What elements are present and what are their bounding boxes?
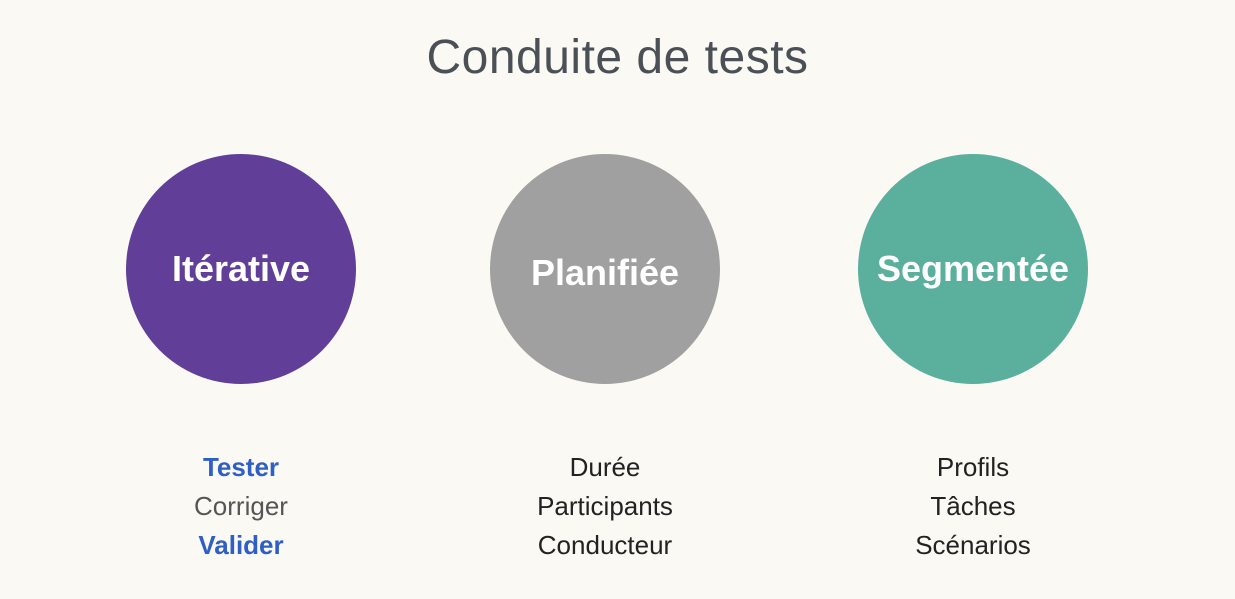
iterative-list: Tester Corriger Valider bbox=[111, 448, 371, 565]
planned-list: Durée Participants Conducteur bbox=[475, 448, 735, 565]
list-item-tester: Tester bbox=[202, 452, 280, 482]
segmented-circle-label: Segmentée bbox=[876, 248, 1070, 289]
segmented-circle: Segmentée bbox=[858, 154, 1088, 384]
slide-title: Conduite de tests bbox=[426, 31, 809, 84]
list-item-corriger: Corriger bbox=[194, 491, 288, 521]
list-item-taches: Tâches bbox=[930, 491, 1016, 521]
list-item-scenarios: Scénarios bbox=[915, 530, 1031, 560]
iterative-circle-label: Itérative bbox=[171, 248, 311, 289]
list-item-duree: Durée bbox=[569, 452, 641, 482]
segmented-list: Profils Tâches Scénarios bbox=[843, 448, 1103, 565]
list-item-profils: Profils bbox=[936, 452, 1010, 482]
list-item-participants: Participants bbox=[537, 491, 673, 521]
planned-circle-label: Planifiée bbox=[530, 252, 680, 293]
list-item-valider: Valider bbox=[198, 530, 284, 560]
iterative-circle: Itérative bbox=[126, 154, 356, 384]
list-item-conducteur: Conducteur bbox=[537, 530, 673, 560]
planned-circle: Planifiée bbox=[490, 154, 720, 384]
